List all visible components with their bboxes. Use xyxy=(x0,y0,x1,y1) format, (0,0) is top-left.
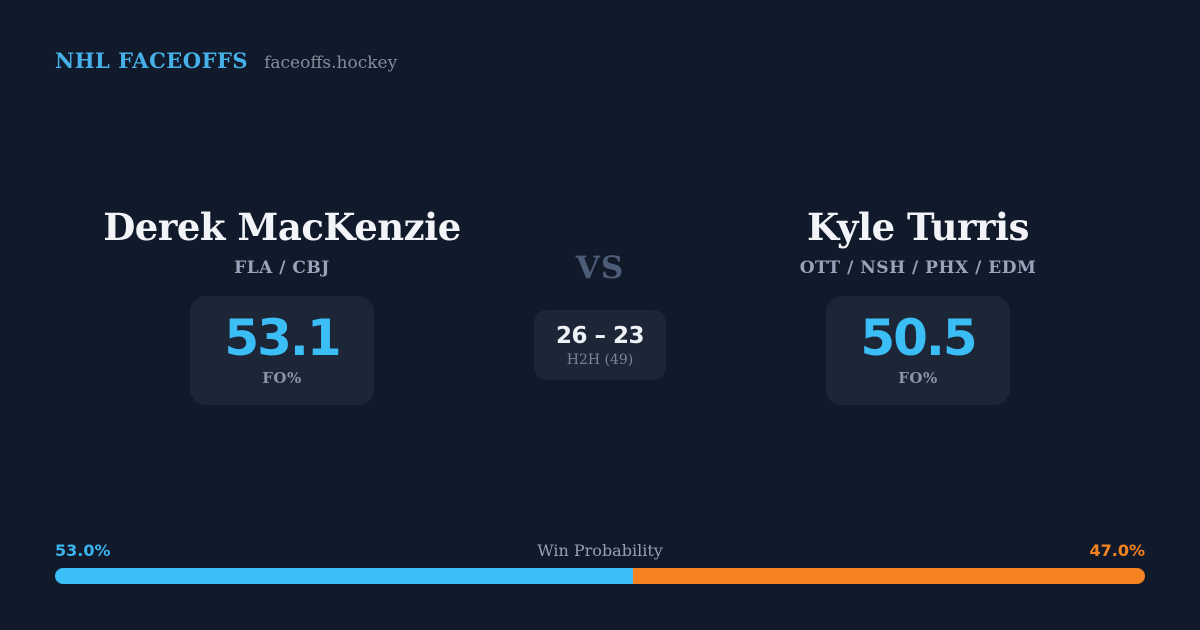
site-url-text: faceoffs.hockey xyxy=(264,53,398,73)
matchup-center-column: VS 26 – 23 H2H (49) xyxy=(504,250,696,380)
win-probability-bar-left-segment xyxy=(55,568,633,584)
head-to-head-score: 26 – 23 xyxy=(555,323,645,349)
win-probability-bar xyxy=(55,568,1145,584)
player-left-stat-card: 53.1 FO% xyxy=(190,295,374,406)
head-to-head-card: 26 – 23 H2H (49) xyxy=(533,310,667,380)
player-right-teams: OTT / NSH / PHX / EDM xyxy=(799,257,1037,278)
player-right-stat-card: 50.5 FO% xyxy=(826,295,1010,406)
player-right-column: Kyle Turris OTT / NSH / PHX / EDM 50.5 F… xyxy=(696,205,1140,406)
player-right-faceoff-pct: 50.5 xyxy=(860,308,977,367)
vs-label: VS xyxy=(575,250,625,286)
player-left-faceoff-pct: 53.1 xyxy=(224,308,341,367)
player-left-teams: FLA / CBJ xyxy=(234,257,330,278)
player-left-column: Derek MacKenzie FLA / CBJ 53.1 FO% xyxy=(60,205,504,406)
player-left-stat-label: FO% xyxy=(262,369,302,388)
win-probability-bar-right-segment xyxy=(632,568,1145,584)
head-to-head-label: H2H (49) xyxy=(566,352,634,368)
win-probability-labels: 53.0% Win Probability 47.0% xyxy=(55,541,1145,560)
player-right-name: Kyle Turris xyxy=(807,205,1029,249)
brand-logo-text: NHL FACEOFFS xyxy=(55,48,249,73)
win-probability-left-pct: 53.0% xyxy=(55,541,111,560)
win-probability-right-pct: 47.0% xyxy=(1089,541,1145,560)
player-right-stat-label: FO% xyxy=(898,369,938,388)
win-probability-title: Win Probability xyxy=(537,541,663,560)
header: NHL FACEOFFS faceoffs.hockey xyxy=(55,48,397,73)
player-left-name: Derek MacKenzie xyxy=(103,205,461,249)
